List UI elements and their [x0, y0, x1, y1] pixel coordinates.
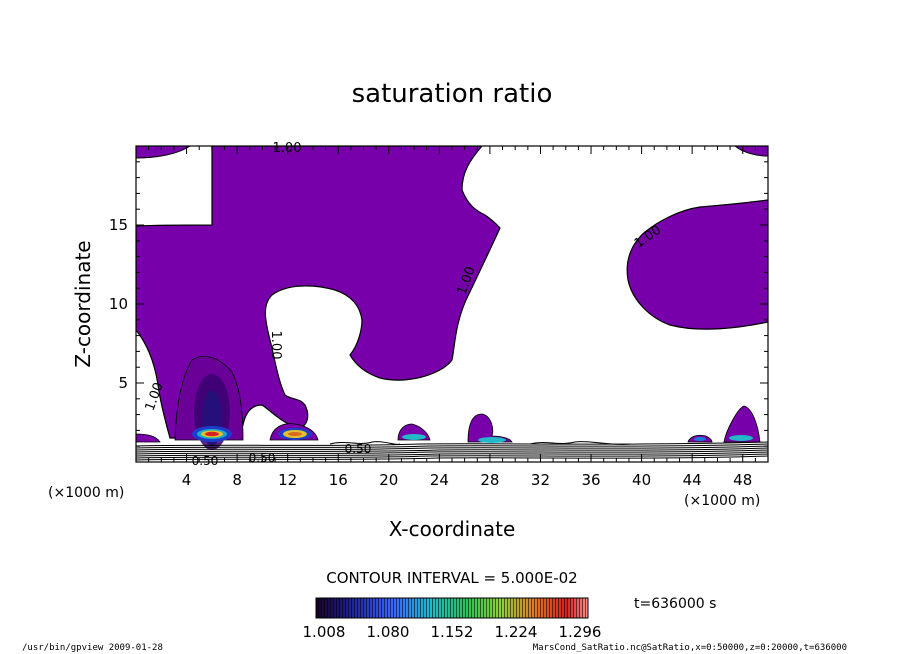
y-tick-label: 15 — [109, 216, 128, 234]
colorbar-stripes — [316, 598, 588, 618]
hotspot-6k — [192, 426, 232, 442]
colorbar-tick-labels: 1.008 1.080 1.152 1.224 1.296 — [303, 623, 602, 641]
hotspot-12k — [278, 428, 312, 440]
colorbar-tick-label: 1.296 — [559, 623, 602, 641]
x-unit-left: (×1000 m) — [48, 485, 124, 501]
hotspot-28k — [478, 437, 506, 443]
x-unit-right: (×1000 m) — [684, 493, 760, 509]
x-tick-label: 32 — [531, 471, 550, 489]
saturated-region-right — [626, 199, 768, 330]
hotspot-45k — [694, 437, 706, 441]
y-tick-label: 5 — [118, 374, 128, 392]
colorbar-tick-label: 1.224 — [495, 623, 538, 641]
contour-label: 0.50 — [192, 454, 219, 468]
colorbar-tick-label: 1.008 — [303, 623, 346, 641]
contour-label: 0.50 — [345, 442, 372, 456]
colorbar-tick-label: 1.152 — [431, 623, 474, 641]
x-tick-label: 24 — [430, 471, 449, 489]
x-tick-labels: 4 8 12 16 20 24 28 32 36 40 44 48 — [182, 471, 752, 489]
contour-label: 1.00 — [273, 141, 302, 156]
y-tick-label: 10 — [109, 295, 128, 313]
contour-label: 1.00 — [268, 331, 283, 360]
colorbar: 1.008 1.080 1.152 1.224 1.296 — [303, 597, 602, 641]
plot-area — [136, 146, 768, 462]
saturated-cell-28k — [467, 413, 513, 443]
x-tick-label: 48 — [733, 471, 752, 489]
x-tick-label: 16 — [329, 471, 348, 489]
surface-contour-lines — [136, 441, 768, 461]
colorbar-frame — [315, 597, 589, 619]
x-tick-label: 40 — [632, 471, 651, 489]
x-tick-label: 28 — [480, 471, 499, 489]
x-axis-label: X-coordinate — [389, 517, 516, 541]
hotspot-22k — [402, 434, 426, 440]
hotspot-49k — [729, 435, 753, 441]
y-tick-labels: 5 10 15 — [109, 216, 128, 392]
y-axis-label: Z-coordinate — [71, 240, 95, 367]
x-tick-label: 44 — [683, 471, 702, 489]
x-tick-label: 4 — [182, 471, 192, 489]
x-tick-label: 8 — [232, 471, 242, 489]
colorbar-tick-label: 1.080 — [367, 623, 410, 641]
contour-interval: CONTOUR INTERVAL = 5.000E-02 — [326, 569, 577, 587]
chart-title: saturation ratio — [352, 79, 553, 109]
x-tick-label: 20 — [379, 471, 398, 489]
axis-ticks — [136, 146, 768, 462]
x-tick-label: 12 — [278, 471, 297, 489]
time-label: t=636000 s — [634, 596, 716, 612]
saturated-region-top-right — [734, 146, 768, 157]
x-tick-label: 36 — [581, 471, 600, 489]
saturated-cell-49k — [723, 405, 761, 443]
footer-left: /usr/bin/gpview 2009-01-28 — [22, 643, 163, 653]
footer-right: MarsCond_SatRatio.nc@SatRatio,x=0:50000,… — [533, 643, 847, 653]
